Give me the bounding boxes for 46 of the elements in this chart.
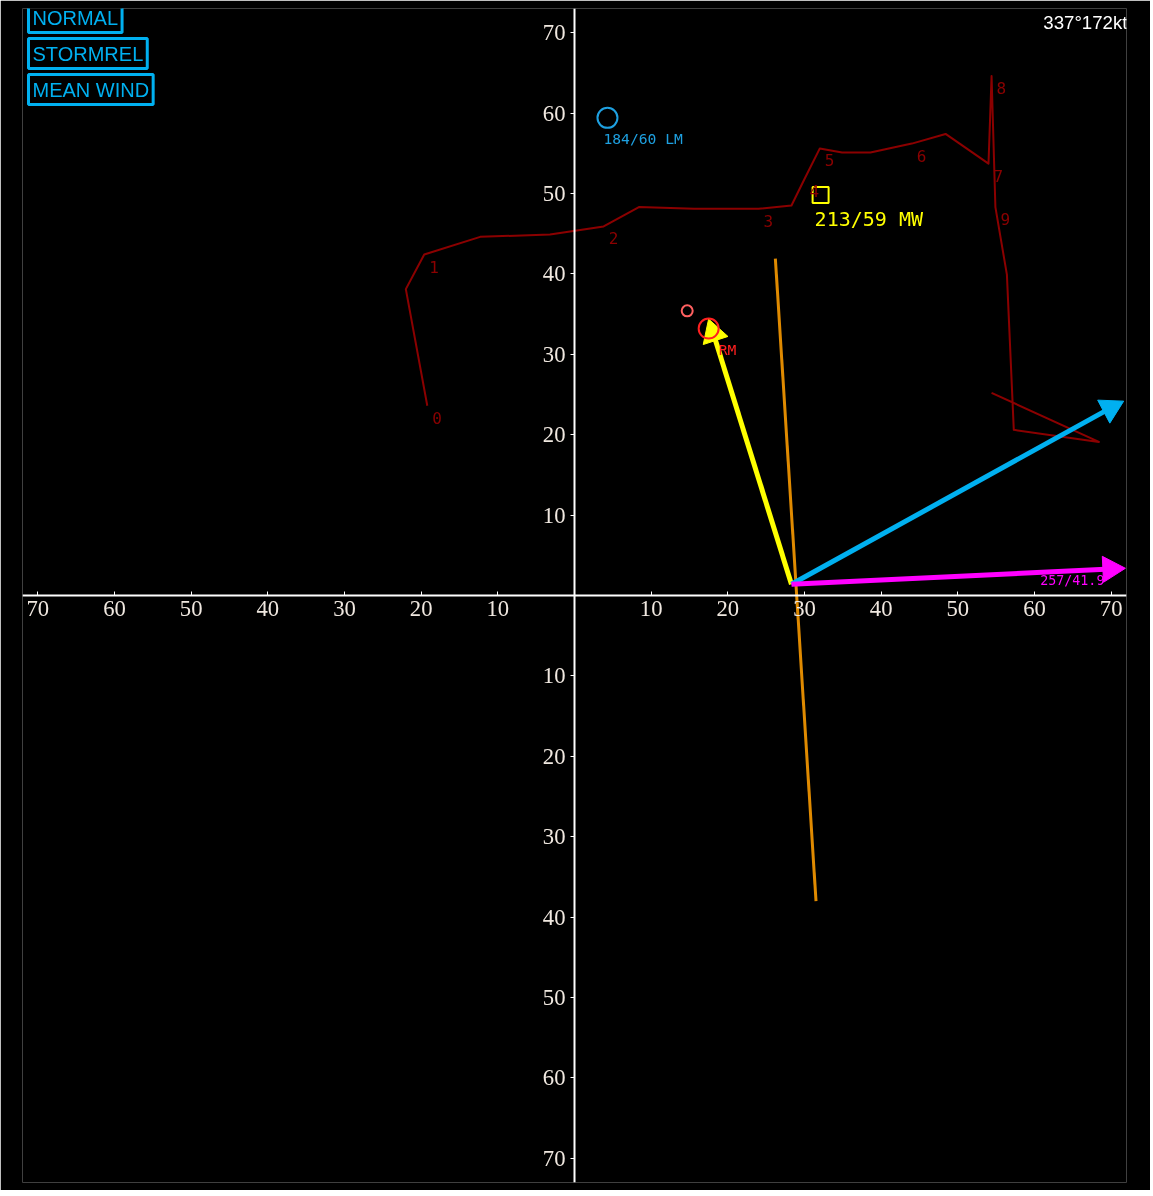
x-tick-label: 70 xyxy=(26,595,50,621)
annotation: 8 xyxy=(996,79,1007,99)
y-tick-label: 60 xyxy=(542,1065,566,1091)
point xyxy=(596,106,619,129)
annotation: STORMREL xyxy=(32,42,144,65)
x-tick-label: 60 xyxy=(1023,595,1046,621)
y-tick-label: 70 xyxy=(542,1145,566,1171)
annotation: 3 xyxy=(763,211,774,231)
annotation: NORMAL xyxy=(32,6,119,29)
y-tick-label: 70 xyxy=(542,20,566,46)
data-label: 184/60 LM xyxy=(603,129,684,147)
point xyxy=(680,304,694,318)
line-series xyxy=(404,75,1100,443)
x-tick-label: 10 xyxy=(486,595,510,621)
x-tick-label: 20 xyxy=(716,595,740,621)
annotation: 7 xyxy=(993,166,1004,186)
x-tick-label: 50 xyxy=(179,595,203,621)
annotation: MEAN WIND xyxy=(32,78,150,101)
y-tick-label: 30 xyxy=(542,341,566,367)
x-tick-label: 20 xyxy=(409,595,433,621)
x-tick-label: 50 xyxy=(946,595,970,621)
annotation: 9 xyxy=(1000,210,1011,230)
annotation: 2 xyxy=(608,229,619,249)
y-tick-label: 30 xyxy=(542,824,566,850)
x-tick-label: 30 xyxy=(333,595,356,621)
data-label: 257/41.9 xyxy=(1040,572,1105,588)
x-tick-label: 60 xyxy=(103,595,126,621)
annotation: 1 xyxy=(429,257,439,277)
x-tick-label: 40 xyxy=(869,595,893,621)
y-tick-label: 10 xyxy=(542,663,566,689)
y-tick-label: 60 xyxy=(542,100,566,126)
y-tick-label: 40 xyxy=(542,904,566,930)
y-tick-label: 50 xyxy=(542,985,566,1011)
annotation: 5 xyxy=(824,151,835,171)
x-tick-label: 70 xyxy=(1099,595,1123,621)
y-tick-label: 40 xyxy=(542,261,566,287)
x-tick-label: 40 xyxy=(256,595,280,621)
annotation: 337°172kt xyxy=(1043,12,1129,33)
y-tick-label: 10 xyxy=(542,502,566,528)
y-tick-label: 50 xyxy=(542,180,566,206)
x-tick-label: 10 xyxy=(639,595,663,621)
y-tick-label: 20 xyxy=(542,422,566,448)
data-label: 213/59 MW xyxy=(814,207,924,232)
annotation: 0 xyxy=(432,408,442,428)
annotation: 6 xyxy=(916,146,927,166)
y-tick-label: 20 xyxy=(542,743,566,769)
